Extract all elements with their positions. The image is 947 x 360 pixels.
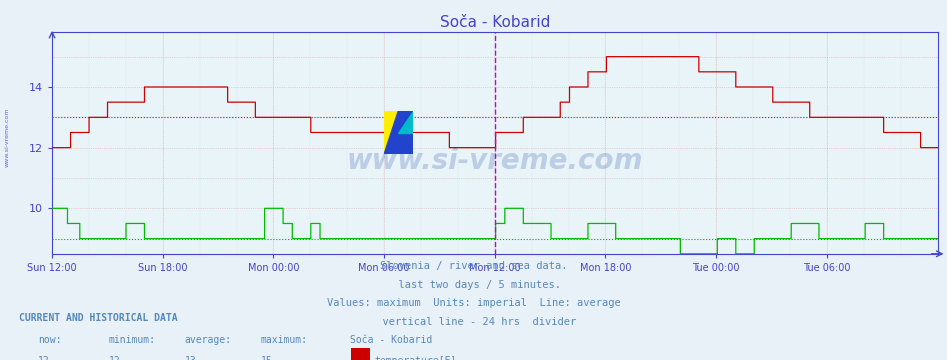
Text: vertical line - 24 hrs  divider: vertical line - 24 hrs divider — [370, 317, 577, 327]
Text: 15: 15 — [260, 356, 272, 360]
Text: temperature[F]: temperature[F] — [374, 356, 456, 360]
Text: maximum:: maximum: — [260, 335, 308, 345]
Text: 12: 12 — [38, 356, 49, 360]
Polygon shape — [384, 111, 399, 154]
Text: www.si-vreme.com: www.si-vreme.com — [347, 147, 643, 175]
Polygon shape — [384, 111, 413, 154]
Text: Soča - Kobarid: Soča - Kobarid — [350, 335, 433, 345]
Text: average:: average: — [185, 335, 232, 345]
Text: now:: now: — [38, 335, 62, 345]
Text: Slovenia / river and sea data.: Slovenia / river and sea data. — [380, 261, 567, 271]
Text: 12: 12 — [109, 356, 120, 360]
Text: www.si-vreme.com: www.si-vreme.com — [5, 107, 9, 167]
Polygon shape — [399, 111, 413, 132]
Text: last two days / 5 minutes.: last two days / 5 minutes. — [386, 280, 561, 290]
Text: CURRENT AND HISTORICAL DATA: CURRENT AND HISTORICAL DATA — [19, 313, 178, 323]
Text: 13: 13 — [185, 356, 196, 360]
Title: Soča - Kobarid: Soča - Kobarid — [439, 15, 550, 30]
Text: minimum:: minimum: — [109, 335, 156, 345]
Text: Values: maximum  Units: imperial  Line: average: Values: maximum Units: imperial Line: av… — [327, 298, 620, 309]
